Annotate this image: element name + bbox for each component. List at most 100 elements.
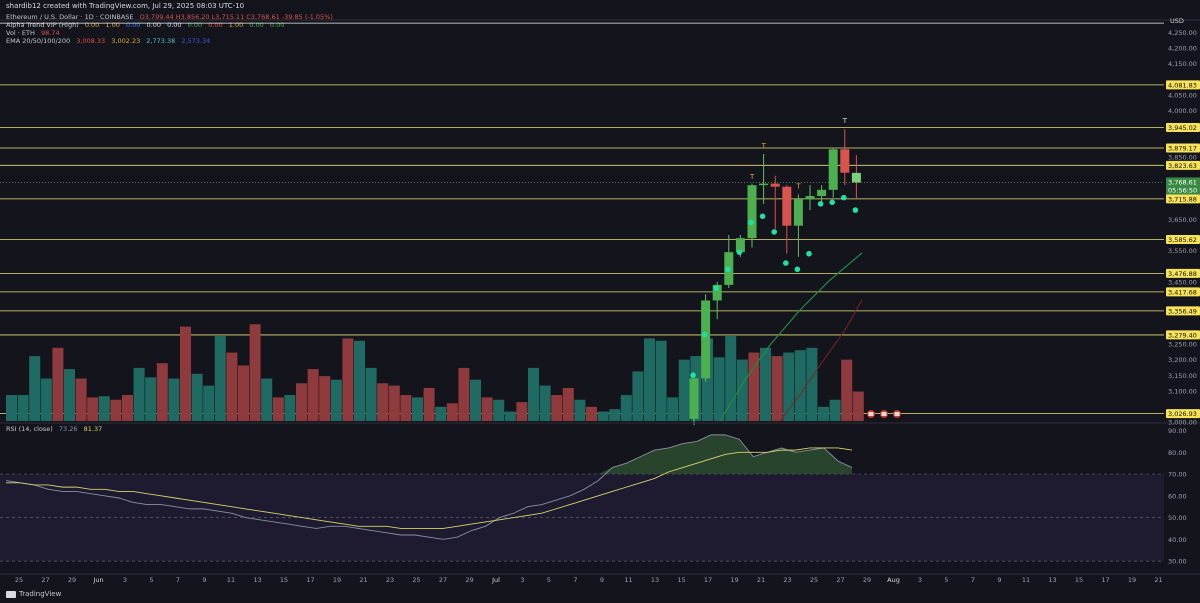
alpha-trend-dot xyxy=(736,249,743,255)
date-tick-label: 19 xyxy=(333,576,341,584)
rsi-line xyxy=(5,434,853,540)
rsi-legend[interactable]: RSI (14, close) 73.26 81.37 xyxy=(6,425,102,433)
volume-bar xyxy=(446,403,458,421)
level-label: 3,026.93 xyxy=(1168,410,1197,418)
volume-bar xyxy=(620,395,632,421)
price-tick-label: 3,250.00 xyxy=(1168,341,1197,349)
volume-bar xyxy=(470,379,481,421)
date-tick-label: 3 xyxy=(520,576,524,584)
alpha-trend-dot xyxy=(817,201,824,207)
candle-body xyxy=(735,238,745,253)
date-tick-label: 17 xyxy=(306,576,314,584)
rsi-ma-line xyxy=(6,447,853,529)
volume-bar xyxy=(342,338,354,421)
date-tick-label: 23 xyxy=(386,576,394,584)
alpha-trend-value-7: 1.00 xyxy=(228,21,244,29)
date-tick-label: 9 xyxy=(997,576,1001,584)
volume-bar xyxy=(574,399,586,421)
volume-bar xyxy=(760,347,771,421)
price-tick-label: 4,250.00 xyxy=(1168,29,1197,37)
legend-alpha-trend-row[interactable]: Alpha Trend VIP (High) 0.00 1.00 0.00 0.… xyxy=(6,21,333,29)
volume-bar xyxy=(551,395,563,421)
volume-bar xyxy=(52,347,64,421)
alpha-trend-dot xyxy=(841,194,847,201)
volume-bar xyxy=(388,385,400,421)
candle-body xyxy=(689,378,699,419)
volume-bar xyxy=(528,367,539,421)
volume-bar xyxy=(238,365,249,421)
level-label: 4,081.83 xyxy=(1168,81,1197,89)
date-tick-label: 3 xyxy=(918,576,922,584)
volume-bar xyxy=(87,397,99,421)
volume-bar xyxy=(481,397,493,421)
legend-ema-row[interactable]: EMA 20/50/100/200 3,008.33 3,002.23 2,77… xyxy=(6,37,333,45)
volume-bars xyxy=(6,324,864,421)
rsi-tick-label: 40.00 xyxy=(1168,536,1187,544)
date-tick-label: 7 xyxy=(971,576,975,584)
volume-bar xyxy=(597,411,609,421)
date-tick-label: 7 xyxy=(176,576,180,584)
candles xyxy=(689,129,861,426)
level-label-bg xyxy=(1166,287,1200,297)
volume-bar xyxy=(203,385,215,421)
level-label-bg xyxy=(1166,194,1200,204)
price-tick-label: 3,450.00 xyxy=(1168,278,1197,286)
volume-bar xyxy=(678,359,690,421)
rsi-tick-label: 50.00 xyxy=(1168,514,1187,522)
volume-bar xyxy=(168,378,180,421)
volume-bar xyxy=(98,396,110,421)
price-tick-label: 3,200.00 xyxy=(1168,356,1197,364)
ema-value-200: 2,573.34 xyxy=(181,37,211,45)
date-tick-label: 25 xyxy=(412,576,420,584)
ema-value-20: 3,008.33 xyxy=(76,37,106,45)
rsi-lines xyxy=(5,434,853,540)
volume-bar xyxy=(736,359,748,421)
current-price-label: 3,768.61 xyxy=(1168,178,1197,186)
volume-bar xyxy=(354,340,365,421)
volume-bar xyxy=(493,399,505,421)
event-badge-glyph xyxy=(894,412,900,416)
price-tick-label: 4,200.00 xyxy=(1168,45,1197,53)
legend-symbol-row[interactable]: Ethereum / U.S. Dollar · 1D · COINBASE O… xyxy=(6,13,333,21)
volume-bar xyxy=(377,383,389,421)
volume-bar xyxy=(29,356,41,421)
alpha-trend-dot xyxy=(748,219,754,226)
ema-lines xyxy=(719,252,863,422)
volume-bar xyxy=(400,395,412,421)
volume-bar xyxy=(539,385,551,421)
volume-bar xyxy=(841,359,853,421)
date-tick-label: 5 xyxy=(149,576,153,584)
volume-bar xyxy=(806,347,818,421)
price-axis: 4,250.00 4,200.00 4,150.00 4,050.00 4,000.00… xyxy=(0,17,1200,575)
trend-marker: T xyxy=(749,173,755,181)
level-label-bg xyxy=(1166,306,1200,316)
candle-body xyxy=(770,183,780,187)
volume-bar xyxy=(214,336,226,421)
rsi-overbought-fill xyxy=(6,434,852,475)
date-tick-label: 7 xyxy=(573,576,577,584)
volume-bar xyxy=(783,352,795,421)
date-tick-label: 27 xyxy=(439,576,447,584)
rsi-ma-value: 81.37 xyxy=(83,425,103,433)
trend-markers: T T T T xyxy=(749,117,848,190)
alpha-trend-value-5: 0.00 xyxy=(187,21,203,29)
ema-name: EMA 20/50/100/200 xyxy=(6,37,71,45)
volume-bar xyxy=(562,387,574,421)
date-tick-label: 19 xyxy=(730,576,738,584)
volume-bar xyxy=(133,367,145,421)
date-tick-label: 21 xyxy=(1154,576,1162,584)
legend-volume-row[interactable]: Vol · ETH 98.74 xyxy=(6,29,333,37)
alpha-trend-value-6: 0.00 xyxy=(208,21,223,29)
volume-bar xyxy=(307,369,319,421)
level-label-bg xyxy=(1166,268,1200,278)
price-tick-label: 3,000.00 xyxy=(1168,419,1197,427)
date-tick-label: 29 xyxy=(68,576,76,584)
volume-bar xyxy=(725,336,737,421)
price-tick-label: 3,550.00 xyxy=(1168,247,1197,255)
date-tick-label: 27 xyxy=(836,576,844,584)
alpha-trend-dot xyxy=(713,285,719,291)
ema-line-red xyxy=(779,299,863,422)
volume-bar xyxy=(330,379,342,421)
volume-bar xyxy=(75,378,87,421)
